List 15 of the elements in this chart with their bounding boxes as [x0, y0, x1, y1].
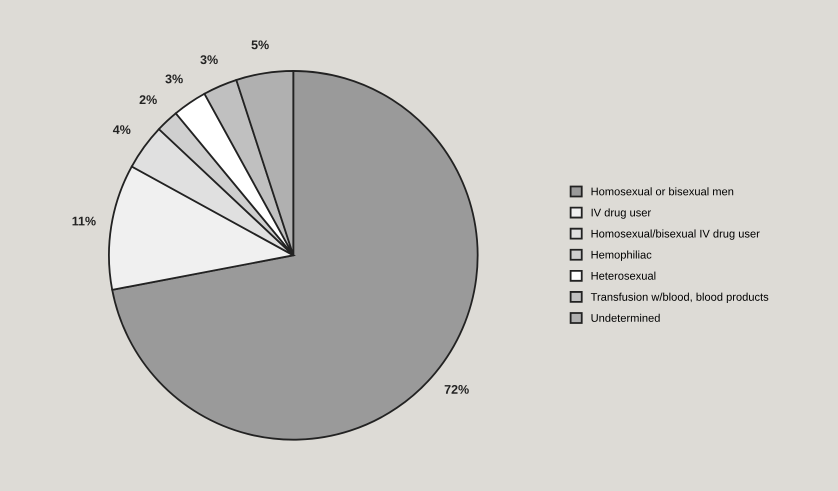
data-label: 3%	[200, 55, 218, 64]
legend-label: Heterosexual	[592, 272, 656, 280]
data-label: 4%	[112, 125, 130, 134]
legend-label: Hemophiliac	[592, 250, 652, 261]
legend-label: IV drug user	[592, 208, 651, 219]
legend-label: Undetermined	[591, 314, 660, 322]
legend-label: Homosexual/bisexual IV drug user	[592, 229, 760, 240]
data-label: 72%	[444, 384, 469, 394]
data-label: 5%	[251, 40, 269, 50]
legend-label: Homosexual or bisexual men	[592, 187, 734, 196]
pie-slice	[111, 70, 479, 441]
data-label: 2%	[140, 95, 157, 104]
data-label: 11%	[72, 216, 96, 226]
legend-label: Transfusion w/blood, blood products	[590, 292, 768, 304]
data-label: 3%	[165, 74, 183, 84]
